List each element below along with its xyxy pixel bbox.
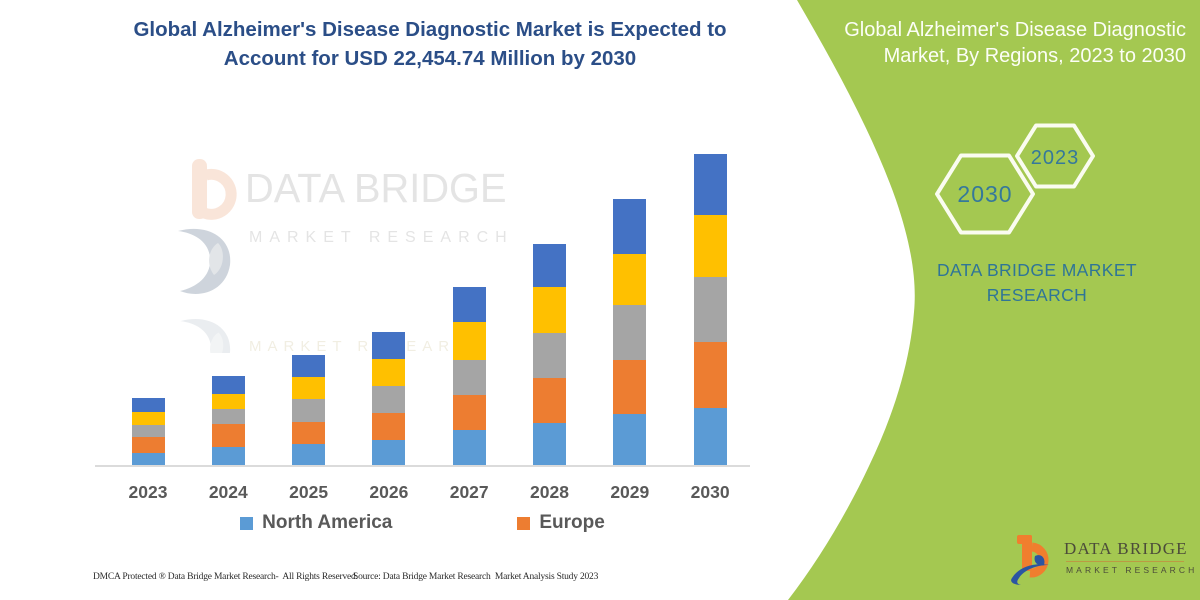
bar-segment	[693, 214, 727, 277]
bar-2025	[292, 354, 326, 465]
bar-segment	[211, 393, 245, 409]
bar-segment	[452, 430, 486, 465]
brand-logo-icon	[1011, 535, 1049, 585]
bar-2023	[131, 397, 165, 465]
bar-2026	[372, 332, 406, 465]
x-axis-line	[95, 465, 750, 467]
legend-label: Europe	[539, 512, 605, 533]
x-axis-label: 2030	[690, 482, 730, 502]
bar-2024	[211, 376, 245, 465]
side-panel-title: Global Alzheimer's Disease Diagnostic Ma…	[844, 19, 1186, 68]
bar-segment	[372, 359, 406, 386]
plot-area: 2023 2024 2025 2026 2027 2028 2029 2030	[95, 154, 750, 502]
bar-segment	[533, 422, 566, 465]
bar-segment	[693, 408, 727, 465]
bar-segment	[131, 436, 165, 453]
bar-segment	[211, 424, 245, 447]
chart-title: Global Alzheimer's Disease Diagnostic Ma…	[133, 18, 727, 70]
hexagon-2030	[935, 153, 1035, 235]
bar-segment	[372, 412, 406, 440]
bar-segment	[131, 425, 165, 437]
bar-segment	[533, 287, 566, 333]
bar-segment	[292, 422, 326, 444]
bar-segment	[452, 322, 486, 360]
bar-segment	[693, 276, 727, 342]
footer-copyright: DMCA Protected ® Data Bridge Market Rese…	[93, 572, 358, 582]
bar-segment	[131, 411, 165, 425]
brand-logo-subtitle: MARKET RESEARCH	[1066, 565, 1198, 575]
bar-segment	[372, 385, 406, 413]
x-axis-label: 2028	[530, 482, 569, 502]
bar-segment	[533, 378, 566, 423]
bar-segment	[292, 399, 326, 422]
bar-2027	[452, 287, 486, 465]
x-axis-label: 2026	[369, 482, 409, 502]
bar-segment	[292, 376, 326, 399]
x-axis-label: 2027	[449, 482, 489, 502]
bar-2029	[613, 199, 647, 465]
footer-source: Source: Data Bridge Market Research Mark…	[353, 572, 599, 582]
legend-swatch	[517, 516, 531, 530]
hexagon-2030-label: 2030	[957, 181, 1012, 207]
bar-segment	[292, 444, 326, 465]
bar-segment	[131, 452, 165, 465]
bar-segment	[693, 154, 727, 215]
hexagon-2023-label: 2023	[1031, 147, 1080, 169]
hexagon-2023	[1015, 123, 1095, 189]
bar-segment	[693, 341, 727, 408]
bar-segment	[613, 305, 647, 360]
brand-logo-title: DATA BRIDGE	[1064, 539, 1188, 558]
bar-segment	[533, 244, 566, 287]
bar-segment	[452, 394, 486, 430]
bar-segment	[452, 359, 486, 395]
legend: North America Europe	[95, 510, 750, 536]
brand-logo-divider	[1066, 561, 1184, 562]
bar-2028	[533, 244, 566, 465]
bar-segment	[613, 360, 647, 414]
bar-segment	[452, 287, 486, 322]
legend-item-north-america: North America	[240, 510, 392, 536]
bar-segment	[372, 440, 406, 465]
x-axis-label: 2029	[610, 482, 650, 502]
x-axis-label: 2025	[289, 482, 329, 502]
bar-segment	[131, 397, 165, 412]
bar-segment	[211, 446, 245, 465]
legend-item-europe: Europe	[517, 510, 605, 536]
bar-segment	[211, 376, 245, 394]
legend-swatch	[240, 516, 254, 530]
side-panel-brand-text: DATA BRIDGE MARKET RESEARCH	[936, 260, 1138, 305]
bar-segment	[533, 332, 566, 378]
bar-segment	[292, 354, 326, 377]
bar-segment	[613, 413, 647, 465]
bar-segment	[613, 254, 647, 305]
bar-segment	[211, 409, 245, 424]
legend-label: North America	[262, 512, 393, 533]
brand-logo: DATA BRIDGE MARKET RESEARCH	[1008, 531, 1198, 589]
bar-2030	[693, 154, 727, 465]
bar-segment	[372, 332, 406, 359]
x-axis-label: 2023	[128, 482, 168, 502]
bar-segment	[613, 199, 647, 254]
x-axis-label: 2024	[208, 482, 248, 502]
